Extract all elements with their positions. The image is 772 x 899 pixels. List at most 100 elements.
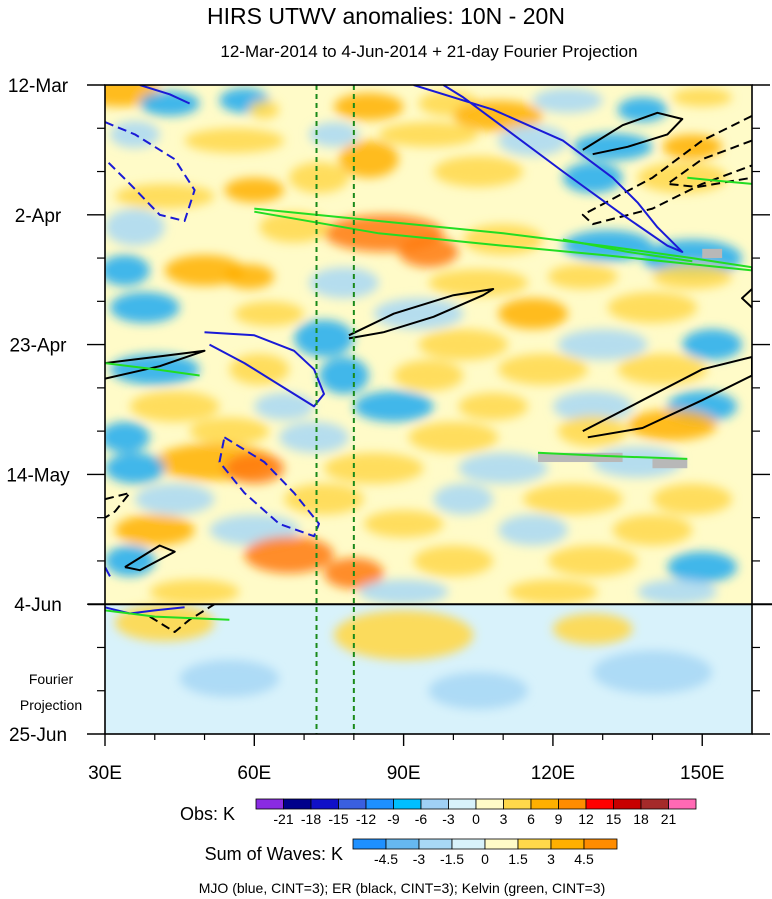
colorbar-swatch	[517, 838, 552, 850]
colorbar-swatch	[418, 838, 453, 850]
colorbar-level-label: 6	[527, 811, 535, 827]
colorbar-level-label: 4.5	[574, 851, 594, 867]
anomaly-patch	[139, 91, 200, 116]
anomaly-patch	[373, 298, 464, 330]
anomaly-patch	[279, 421, 349, 453]
er-contour	[105, 349, 206, 380]
y-tick-label: 12-Mar	[8, 76, 69, 97]
anomaly-patch	[433, 156, 524, 187]
anomaly-patch	[323, 452, 424, 484]
colorbar-level-label: -21	[273, 811, 293, 827]
anomaly-patch	[363, 510, 444, 538]
anomaly-patch	[105, 254, 150, 286]
missing-segment	[702, 248, 723, 259]
x-tick-label: 30E	[88, 763, 122, 784]
anomaly-patch	[164, 254, 245, 286]
anomaly-patch	[114, 514, 195, 546]
anomaly-patch	[637, 579, 718, 605]
anomaly-patch	[259, 211, 329, 243]
projection-patch	[552, 613, 633, 645]
anomaly-patch	[607, 292, 698, 323]
waves-colorbar-label: Sum of Waves: K	[205, 844, 343, 864]
plot-frame	[104, 84, 753, 735]
chart-subtitle: 12-Mar-2014 to 4-Jun-2014 + 21-day Fouri…	[220, 42, 637, 61]
anomaly-patch	[105, 545, 155, 577]
projection-label-line1: Fourier	[29, 671, 74, 687]
anomaly-patch	[667, 551, 738, 583]
anomaly-patch	[184, 128, 285, 153]
anomaly-patch	[338, 140, 399, 178]
colorbar-level-label: -15	[328, 811, 348, 827]
y-tick-label: 14-May	[6, 465, 70, 486]
anomaly-patch	[562, 162, 623, 194]
anomaly-patch	[284, 483, 364, 515]
projection-field	[105, 604, 752, 734]
missing-segment	[652, 458, 688, 469]
x-tick-label: 90E	[387, 763, 421, 784]
anomaly-patch	[498, 353, 588, 385]
colorbar-swatch	[583, 838, 618, 850]
y-tick-label: 2-Apr	[15, 206, 62, 227]
anomaly-patch	[627, 409, 718, 441]
colorbar-level-label: 0	[481, 851, 489, 867]
kelvin-contour	[254, 207, 752, 272]
anomaly-patch	[333, 93, 404, 121]
anomaly-patch	[353, 390, 434, 422]
anomaly-patch	[428, 269, 529, 297]
projection-patch	[333, 610, 474, 660]
anomaly-patch	[458, 392, 529, 421]
mjo-contour	[105, 566, 111, 577]
colorbar-level-label: 3	[547, 851, 555, 867]
anomaly-patch	[413, 545, 494, 577]
projection-patch	[592, 650, 713, 694]
anomaly-patch	[129, 390, 220, 422]
x-tick-label: 150E	[680, 763, 724, 784]
anomaly-patch	[234, 301, 305, 327]
anomaly-patch	[114, 183, 215, 209]
colorbar-level-label: 0	[472, 811, 480, 827]
anomaly-patch	[672, 88, 733, 107]
anomaly-patch	[547, 545, 638, 577]
anomaly-patch	[408, 421, 499, 453]
colorbar-level-label: 12	[578, 811, 594, 827]
anomaly-patch	[617, 97, 668, 123]
colorbar-swatch	[310, 798, 339, 810]
x-tick-label: 60E	[237, 763, 271, 784]
er-contour	[582, 111, 684, 156]
er-contour	[149, 603, 216, 633]
anomaly-patch	[418, 329, 509, 361]
mjo-contour	[139, 85, 191, 105]
kelvin-contour	[562, 238, 693, 263]
colorbar-level-label: -18	[301, 811, 321, 827]
anomaly-patch	[662, 134, 723, 160]
anomaly-patch	[547, 264, 618, 289]
colorbar-swatch	[585, 798, 614, 810]
overlay-legend-note: MJO (blue, CINT=3); ER (black, CINT=3); …	[199, 880, 606, 896]
kelvin-contour	[537, 451, 688, 460]
colorbar-swatch	[420, 798, 449, 810]
wave-contours	[105, 85, 752, 633]
y-tick-label: 23-Apr	[9, 336, 67, 357]
colorbar-swatch	[503, 798, 532, 810]
missing-segment	[537, 452, 623, 463]
er-contour	[582, 356, 752, 439]
colorbar-swatch	[393, 798, 422, 810]
anomaly-patch	[498, 514, 568, 546]
colorbar-swatch	[365, 798, 394, 810]
kelvin-contour	[687, 176, 752, 185]
anomaly-patch	[105, 452, 165, 484]
colorbar-swatch	[448, 798, 477, 810]
colorbar-level-label: -3	[413, 851, 426, 867]
colorbar-swatch	[338, 798, 367, 810]
colorbar-level-label: -6	[415, 811, 428, 827]
anomaly-patch	[244, 536, 334, 574]
colorbar-level-label: 21	[661, 811, 677, 827]
anomaly-patch	[508, 579, 598, 605]
projection-patches	[114, 604, 713, 710]
anomaly-patch	[289, 162, 349, 194]
anomaly-patch	[378, 122, 479, 147]
projection-patch	[428, 672, 529, 710]
anomaly-patch	[229, 353, 290, 385]
y-tick-label: 25-Jun	[9, 725, 67, 746]
anomaly-patch	[393, 360, 464, 391]
